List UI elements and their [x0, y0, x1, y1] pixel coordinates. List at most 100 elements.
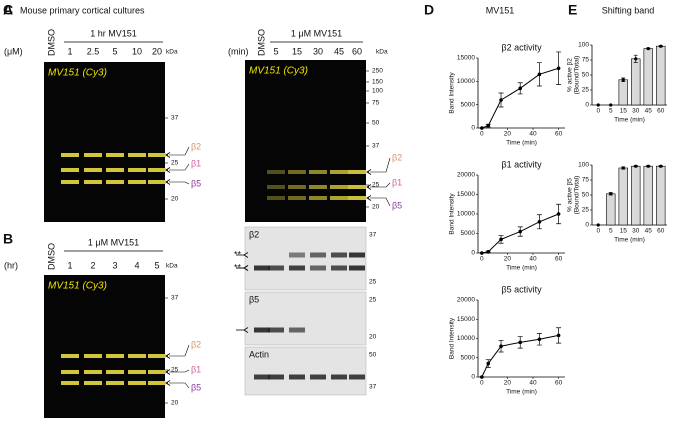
- data-point: [596, 223, 600, 227]
- condition-label: 1 μM MV151: [291, 28, 342, 38]
- y-tick-label: 20000: [457, 172, 475, 179]
- gel-band: [330, 170, 348, 174]
- blot-band: [289, 327, 305, 333]
- x-tick-label: 0: [480, 256, 484, 263]
- marker-label: 75: [372, 100, 380, 107]
- data-line: [481, 67, 559, 129]
- data-point: [621, 166, 625, 170]
- control-label: DMSO: [46, 243, 56, 270]
- y-tick-label: 25: [582, 207, 590, 214]
- leader-line: [169, 163, 190, 171]
- lane-label: 10: [132, 46, 142, 56]
- marker-label: 25: [369, 297, 377, 304]
- x-tick-label: 0: [596, 228, 600, 235]
- data-point: [537, 337, 542, 342]
- x-tick-label: 0: [596, 108, 600, 115]
- y-tick-label: 5000: [461, 230, 476, 237]
- blot-band: [310, 265, 326, 271]
- gel-label: MV151 (Cy3): [48, 281, 107, 292]
- data-point: [634, 164, 638, 168]
- lane-label: 20: [152, 46, 162, 56]
- lane-label: 4: [134, 260, 139, 270]
- bar: [656, 45, 666, 106]
- data-point: [480, 251, 484, 255]
- y-tick-label: 15000: [457, 316, 475, 323]
- bar: [618, 79, 628, 106]
- gel-band: [309, 185, 327, 189]
- gel-band: [128, 153, 146, 157]
- x-tick-label: 30: [632, 108, 640, 115]
- panel-title: Mouse primary cortical cultures: [20, 5, 145, 15]
- marker-label: 25: [369, 279, 377, 286]
- blot-band: [289, 265, 305, 271]
- panel-title: MV151: [486, 5, 515, 15]
- gel-band: [106, 370, 124, 374]
- marker-label: 150: [372, 79, 383, 86]
- gel-band: [267, 196, 285, 200]
- y-axis-label: Band Intensity: [449, 72, 456, 114]
- marker-label: 25: [372, 182, 380, 189]
- bar: [656, 165, 666, 226]
- blot-band: [310, 374, 326, 380]
- data-point: [659, 44, 663, 48]
- gel-image: [44, 62, 165, 222]
- band-label: β1: [191, 158, 201, 168]
- data-point: [659, 164, 663, 168]
- marker-label: 250: [372, 68, 383, 75]
- y-axis-label: % active β5: [567, 178, 574, 212]
- blot-band: [268, 265, 284, 271]
- data-point: [499, 237, 503, 242]
- gel-band: [106, 354, 124, 358]
- y-tick-label: 0: [471, 125, 475, 132]
- gel-band: [128, 381, 146, 385]
- lane-label: 45: [334, 46, 344, 56]
- blot-band: [289, 252, 305, 258]
- data-point: [499, 98, 503, 102]
- y-tick-label: 5000: [461, 101, 476, 108]
- lane-label: 5: [154, 260, 159, 270]
- bar: [631, 58, 641, 106]
- y-tick-label: 0: [471, 374, 475, 381]
- kda-label: kDa: [166, 49, 178, 56]
- band-label: β5: [191, 178, 201, 188]
- gel-label: MV151 (Cy3): [48, 68, 107, 79]
- marker-label: 37: [369, 384, 377, 391]
- data-point: [596, 103, 600, 107]
- x-tick-label: 30: [632, 228, 640, 235]
- bar: [606, 193, 616, 226]
- y-axis-label: Band Intensity: [449, 317, 456, 359]
- data-point: [646, 164, 650, 168]
- y-tick-label: 10000: [457, 78, 475, 85]
- band-label: β1: [191, 364, 201, 374]
- x-tick-label: 20: [504, 256, 512, 263]
- lane-label: 1: [67, 46, 72, 56]
- arrow-head: [165, 380, 171, 386]
- lane-label: 3: [112, 260, 117, 270]
- gel-band: [106, 168, 124, 172]
- data-point: [537, 72, 542, 77]
- gel-band: [348, 170, 366, 174]
- blot-band: [331, 265, 347, 271]
- y-tick-label: 0: [471, 250, 475, 257]
- arrow-head: [366, 195, 372, 201]
- gel-band: [61, 381, 79, 385]
- data-line: [481, 334, 559, 378]
- gel-band: [61, 370, 79, 374]
- gel-band: [84, 168, 102, 172]
- x-tick-label: 0: [480, 131, 484, 138]
- arrow-head: [165, 152, 171, 158]
- chart-title: β1 activity: [501, 159, 542, 169]
- data-point: [518, 340, 523, 345]
- x-tick-label: 60: [555, 256, 563, 263]
- gel-band: [148, 168, 166, 172]
- x-axis-label: Time (min): [506, 389, 537, 396]
- x-axis-label: Time (min): [506, 265, 537, 272]
- gel-band: [84, 153, 102, 157]
- band-label: β2: [191, 339, 201, 349]
- unit-label: (min): [228, 46, 249, 56]
- gel-band: [330, 185, 348, 189]
- leader-line: [370, 157, 391, 173]
- blot-band: [289, 374, 305, 380]
- gel-band: [106, 153, 124, 157]
- arrow-head: [165, 179, 171, 185]
